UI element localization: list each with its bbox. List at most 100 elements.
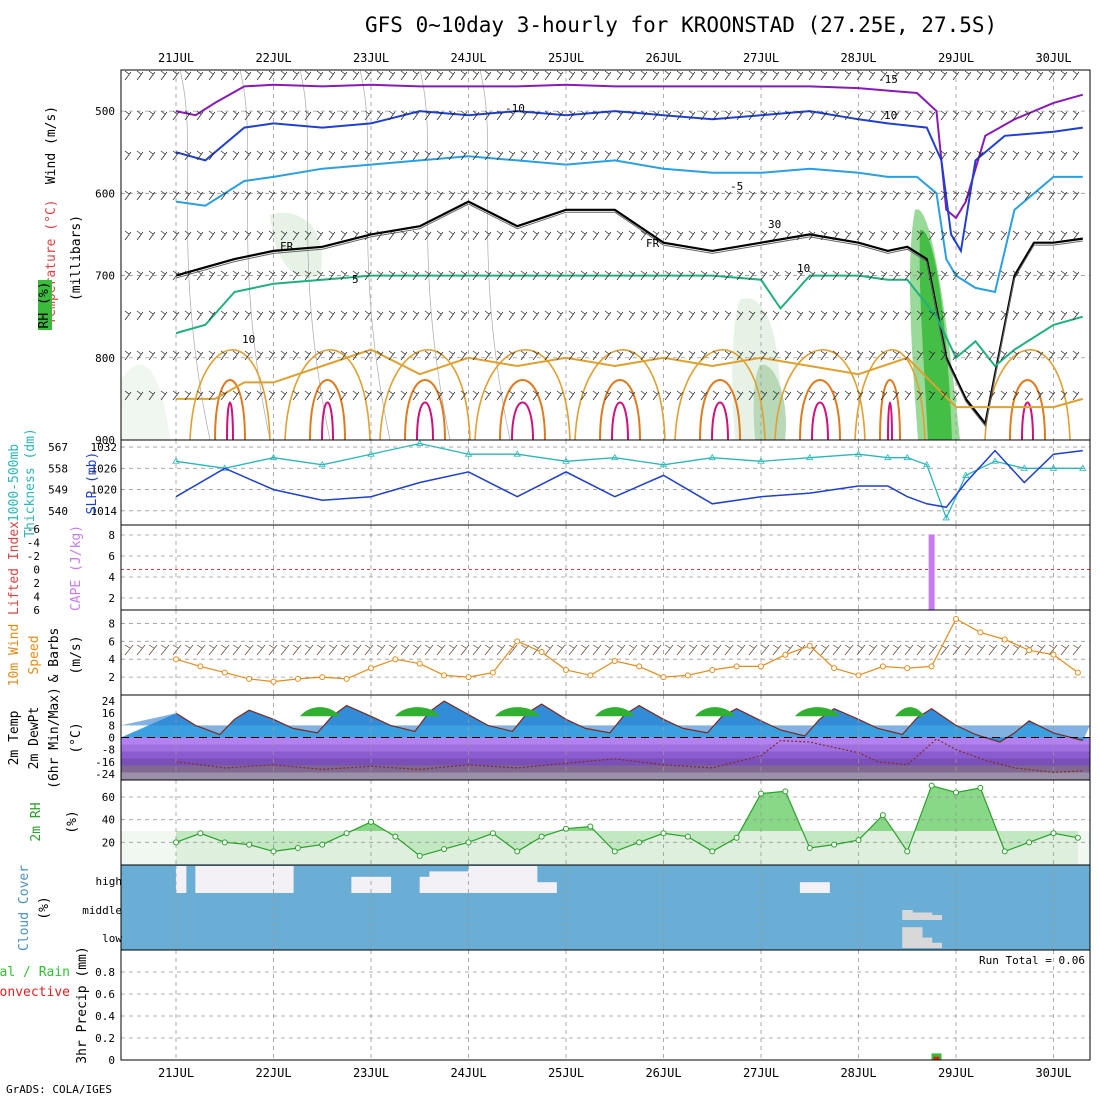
wind-barb [484,110,492,121]
wind10-barb [1048,644,1058,656]
thickness-marker [962,471,970,478]
wind-barb [364,350,372,361]
wind-barb [328,310,336,321]
panel-wind10: 8 6 4 2 [108,610,1090,695]
wind-barb [388,70,396,81]
wind-barb [604,190,612,201]
temp-contour-15 [799,379,841,441]
wind-barb [220,190,228,201]
wind-barb [460,350,468,361]
wind10-marker [977,629,984,636]
ylabel-wind10-1: 10m Wind [7,624,22,687]
temp-contour-15 [404,379,446,441]
wind-barb [388,270,396,281]
wind-barb [376,110,384,121]
wind-barb [508,110,516,121]
wind-barb [700,190,708,201]
footer-credit: GrADS: COLA/IGES [6,1083,112,1096]
wind-barb [316,390,324,401]
wind-barb [760,70,768,81]
wind-barb [832,310,840,321]
wind-barb [232,150,240,161]
wind-barb [892,230,900,241]
wind-barb [520,350,528,361]
wind10-barb [388,644,398,656]
wind-barb [736,350,744,361]
wind-barb [760,110,768,121]
wind-barb [484,70,492,81]
wind-barb [796,270,804,281]
rh-marker [831,841,838,848]
wind-barb [652,390,660,401]
wind10-barb [844,644,854,656]
wind-barb [820,390,828,401]
wind-barb [820,230,828,241]
wind-barb [868,70,876,81]
wind-barb [628,70,636,81]
wind-barb [148,350,156,361]
wind10-barb [556,644,566,656]
wind-barb [628,350,636,361]
wind-barb [856,350,864,361]
wind-barb [688,230,696,241]
wind-barb [904,150,912,161]
wind-barb [208,390,216,401]
wind-barb [556,190,564,201]
wind-barb [700,110,708,121]
wind-barb [208,150,216,161]
wind-barb [364,70,372,81]
wind-barb [328,110,336,121]
wind-barb [220,270,228,281]
wind10-barb [472,644,482,656]
temp-contour-20 [887,401,893,441]
wind-barb [568,350,576,361]
rh-marker [465,839,472,846]
wind-barb [976,230,984,241]
wind-barb [748,270,756,281]
cloud-block-high [458,871,470,893]
wind-barb [436,190,444,201]
wind10-barb [868,644,878,656]
wind-barb [184,310,192,321]
wind-barb [880,110,888,121]
date-label-top: 24JUL [450,51,486,65]
wind-barb [1012,110,1020,121]
wind-barb [592,190,600,201]
wind-barb [568,70,576,81]
wind-barb [244,110,252,121]
wind-barb [784,110,792,121]
rh-marker [441,846,448,853]
wind10-marker [758,663,764,670]
wind-barb [640,150,648,161]
thickness-marker [806,453,814,461]
wind10-barb [856,644,866,656]
li-tick: 2 [33,577,40,590]
thickness-marker [269,453,278,461]
thickness-marker [903,453,911,461]
wind-barb [628,150,636,161]
cloud-block-high [253,866,265,893]
wind-tick: 2 [108,671,115,684]
wind-barb [736,70,744,81]
wind-barb [268,150,276,161]
date-label-bottom: 30JUL [1035,1066,1071,1080]
wind10-barb [892,644,902,656]
ylabel-rh: RH (%) [37,282,52,329]
cloud-block-high [809,882,821,893]
wind-barb [1036,270,1044,281]
wind-barb [136,230,144,241]
wind-barb [412,390,420,401]
wind-barb [748,350,756,361]
wind-barb [436,310,444,321]
wind-barb [688,350,696,361]
wind-barb [892,110,900,121]
contour-label: 10 [242,333,255,346]
run-total: Run Total = 0.06 [979,954,1085,967]
wind-barb [448,310,456,321]
wind-barb [1012,390,1020,401]
wind-barb [172,150,180,161]
wind-barb [1048,350,1056,361]
wind-barb [472,230,480,241]
wind10-line [175,618,1079,683]
wind-barb [892,270,900,281]
